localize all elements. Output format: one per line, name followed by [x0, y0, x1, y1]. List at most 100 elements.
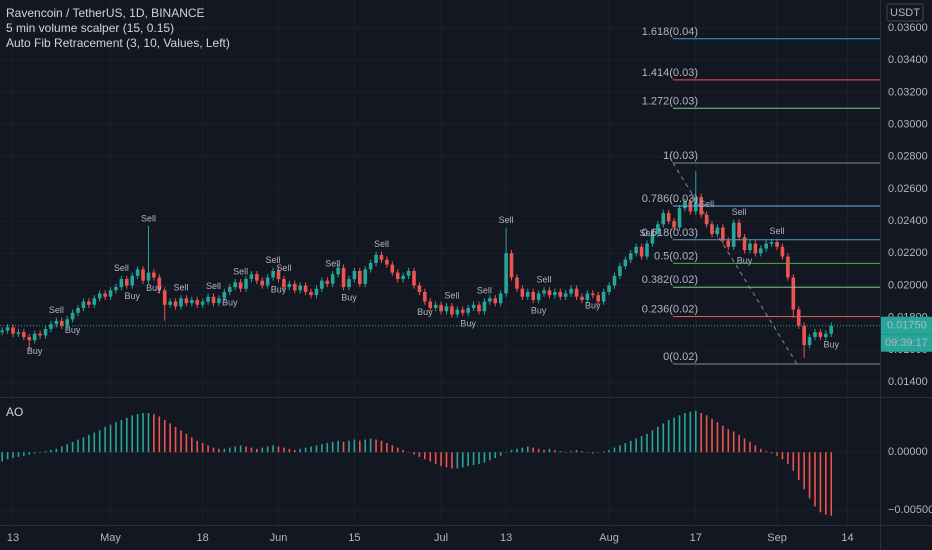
candle-body — [325, 280, 330, 284]
ao-bar — [792, 452, 795, 471]
candle-body — [525, 291, 530, 297]
ao-bar — [472, 452, 475, 465]
x-tick-label: 18 — [197, 532, 209, 544]
signal-label: Sell — [173, 283, 188, 293]
candle-body — [618, 266, 622, 276]
ao-bar — [597, 452, 600, 453]
ao-bar — [82, 437, 85, 453]
candle-body — [255, 274, 259, 281]
candle-body — [563, 293, 568, 297]
ao-bar — [6, 452, 9, 460]
ao-bar — [776, 452, 778, 456]
signal-label: Sell — [374, 239, 389, 249]
ao-bar — [163, 419, 166, 453]
ao-bar — [39, 452, 41, 453]
ao-bar — [359, 440, 361, 453]
candle-body — [683, 201, 687, 209]
candle-body — [32, 333, 37, 341]
signal-label: Sell — [276, 263, 291, 273]
ao-bar — [803, 452, 805, 490]
fib-level-label: 1.414(0.03) — [642, 67, 698, 79]
countdown-box — [881, 334, 932, 352]
candle-body — [704, 214, 709, 225]
ao-bar — [451, 452, 453, 469]
fib-level-label: 1(0.03) — [663, 150, 698, 162]
ao-bar — [716, 422, 719, 453]
ao-bar — [299, 448, 301, 453]
candle-body — [758, 248, 763, 254]
candle-body — [217, 298, 221, 304]
ao-bar — [624, 443, 627, 453]
ao-bar — [505, 452, 507, 453]
candle-body — [726, 240, 731, 247]
y-tick-label: 0.03400 — [888, 54, 928, 66]
fib-value: (0.02) — [669, 303, 698, 315]
x-tick-label: Jun — [270, 532, 288, 544]
currency-label[interactable]: USDT — [890, 7, 920, 19]
ao-bar — [283, 447, 285, 453]
ao-bar — [743, 438, 746, 453]
ao-bar — [142, 413, 144, 453]
candle-body — [796, 309, 801, 326]
candle-body — [108, 290, 113, 297]
candle-body — [406, 270, 411, 276]
signal-label: Buy — [737, 256, 753, 266]
ao-bar — [651, 430, 654, 453]
candle-body — [70, 312, 75, 320]
ao-bar — [201, 443, 204, 453]
ao-bar — [662, 423, 665, 453]
ao-bar — [331, 441, 334, 453]
candle-body — [715, 227, 720, 234]
ao-bar — [256, 448, 258, 453]
candle-body — [515, 277, 519, 289]
candle-body — [569, 288, 573, 294]
ao-bar — [440, 452, 442, 467]
ao-bar — [23, 452, 25, 456]
candle-body — [493, 298, 498, 304]
candle-body — [336, 267, 340, 275]
ao-bar — [825, 452, 827, 515]
signal-label: Sell — [206, 281, 221, 291]
ao-bar — [640, 436, 643, 453]
ao-bar — [689, 411, 692, 453]
ao-bar — [364, 439, 367, 453]
x-tick-label: 13 — [500, 532, 512, 544]
ao-bar — [342, 441, 345, 453]
ao-bar — [478, 452, 480, 464]
ao-bar — [754, 445, 757, 453]
signal-label: Buy — [460, 318, 476, 328]
candle-body — [200, 301, 205, 305]
candle-body — [119, 279, 124, 288]
fib-level-label: 0.236(0.02) — [642, 303, 698, 315]
ao-bar — [711, 418, 713, 453]
candle-body — [531, 291, 536, 300]
fib-level-label: 0(0.02) — [663, 351, 698, 363]
ao-bar — [315, 445, 318, 453]
candle-body — [298, 285, 302, 291]
ao-bar — [228, 447, 231, 453]
ao-bar — [516, 448, 518, 453]
ao-bar — [50, 449, 52, 453]
x-tick-label: 17 — [690, 532, 702, 544]
candle-body — [769, 242, 774, 244]
ao-bar — [174, 426, 177, 453]
candle-body — [748, 243, 752, 251]
candle-body — [601, 291, 606, 302]
indicator-label: Auto Fib Retracement (3, 10, Values, Lef… — [6, 36, 230, 50]
candle-body — [27, 336, 32, 341]
candle-body — [22, 332, 26, 337]
candle-body — [596, 295, 601, 302]
fib-value: (0.02) — [669, 250, 698, 262]
signal-label: Buy — [585, 301, 601, 311]
candle-body — [157, 277, 162, 291]
ao-bar — [239, 445, 242, 453]
signal-label: Sell — [499, 215, 514, 225]
currency-box[interactable] — [886, 3, 924, 22]
ao-bar — [819, 452, 822, 513]
ao-bar — [337, 440, 339, 453]
candle-body — [11, 327, 15, 334]
candle-body — [764, 243, 769, 249]
ao-bar — [353, 439, 356, 453]
ao-bar — [245, 446, 247, 453]
x-tick-label: 13 — [7, 532, 19, 544]
